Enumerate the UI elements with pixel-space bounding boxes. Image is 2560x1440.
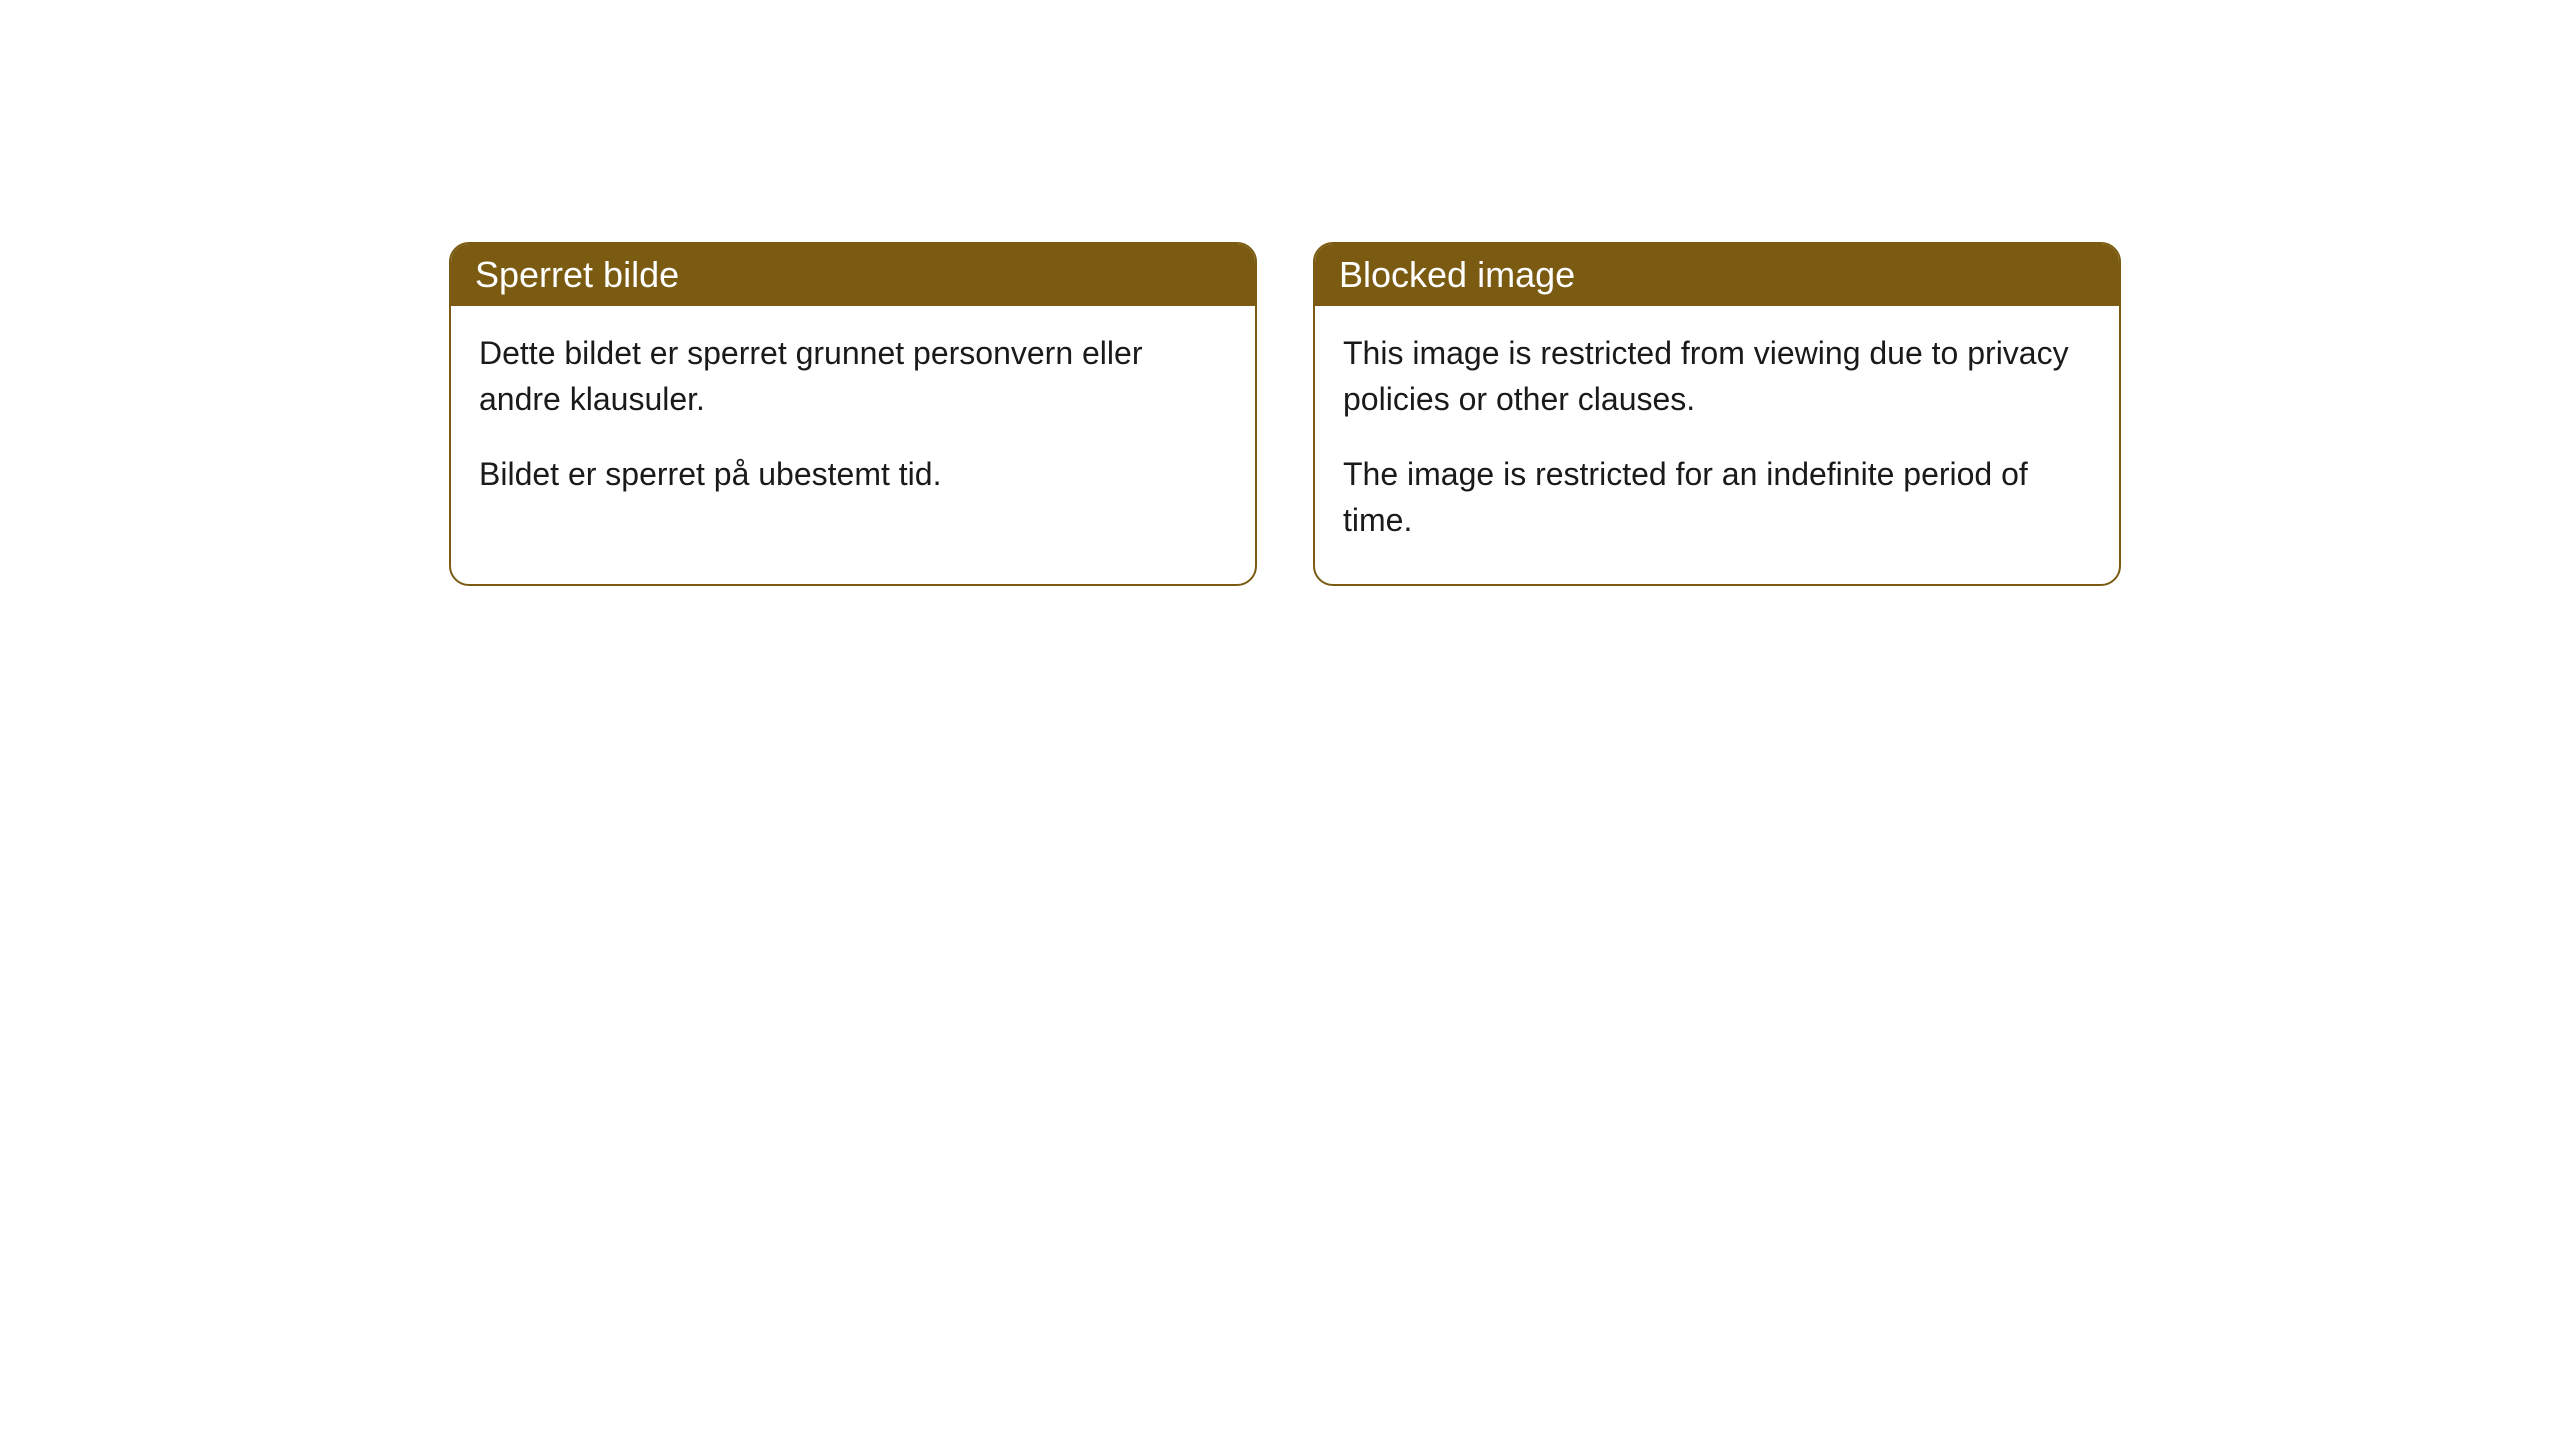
card-body-norwegian: Dette bildet er sperret grunnet personve… <box>451 306 1255 537</box>
cards-container: Sperret bilde Dette bildet er sperret gr… <box>449 242 2121 586</box>
card-english: Blocked image This image is restricted f… <box>1313 242 2121 586</box>
card-body-english: This image is restricted from viewing du… <box>1315 306 2119 584</box>
card-header-norwegian: Sperret bilde <box>451 244 1255 306</box>
card-paragraph: The image is restricted for an indefinit… <box>1343 451 2091 544</box>
card-norwegian: Sperret bilde Dette bildet er sperret gr… <box>449 242 1257 586</box>
card-paragraph: Dette bildet er sperret grunnet personve… <box>479 330 1227 423</box>
card-header-english: Blocked image <box>1315 244 2119 306</box>
card-paragraph: This image is restricted from viewing du… <box>1343 330 2091 423</box>
card-paragraph: Bildet er sperret på ubestemt tid. <box>479 451 1227 497</box>
